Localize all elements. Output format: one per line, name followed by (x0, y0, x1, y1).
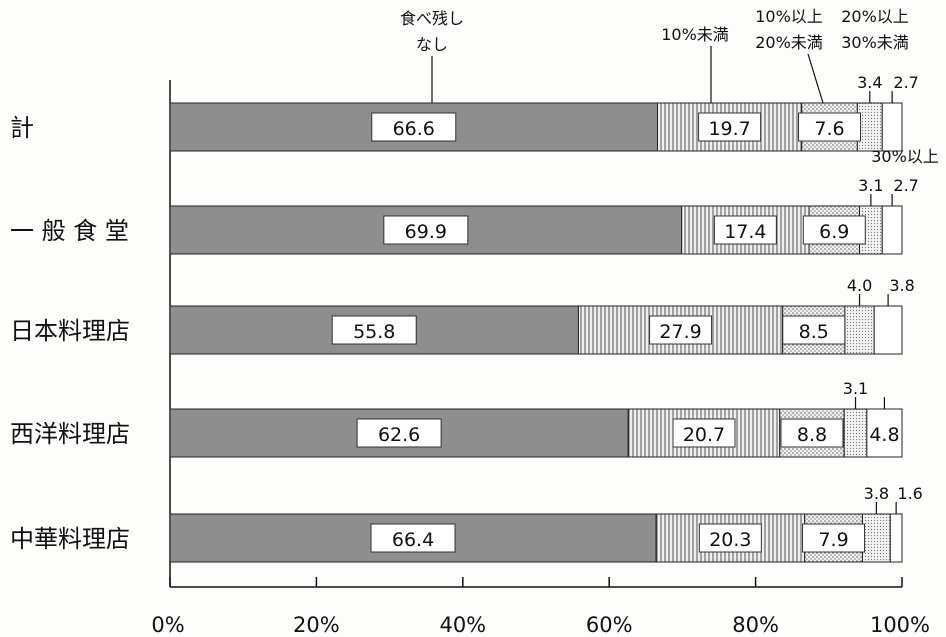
value-label: 2.7 (893, 176, 918, 195)
series-name-label: 30%以上 (871, 147, 939, 166)
value-label: 4.8 (869, 424, 899, 446)
chart-frame: 0% 20% 40% 60% 80% 100% (151, 80, 930, 637)
series-name-label: 10%以上 (755, 7, 823, 26)
value-label: 20.7 (683, 424, 725, 446)
series-name-label: なし (416, 35, 448, 54)
value-label: 66.6 (393, 118, 435, 140)
value-label-box (798, 112, 862, 142)
bar-segment (881, 102, 903, 152)
value-label-box (782, 315, 846, 345)
category-label: 日本料理店 (10, 317, 130, 345)
value-label: 8.5 (799, 321, 829, 343)
value-label: 1.6 (897, 484, 922, 503)
value-label: 19.7 (708, 118, 750, 140)
value-label: 3.4 (857, 73, 882, 92)
value-label: 17.4 (724, 221, 766, 243)
category-label: 一 般 食 堂 (10, 217, 129, 245)
value-label: 69.9 (405, 221, 447, 243)
value-label-box (383, 215, 469, 245)
bar-segment (881, 205, 903, 255)
x-tick-label: 20% (293, 613, 340, 637)
bar-segment (873, 305, 903, 355)
value-label-box (649, 315, 713, 345)
category-label: 西洋料理店 (10, 420, 130, 448)
bar-segment (844, 305, 875, 355)
value-label-box (802, 523, 866, 553)
series-name-label: 10%未満 (661, 25, 729, 44)
series-name-label: 20%以上 (841, 7, 909, 26)
value-label: 6.9 (819, 221, 849, 243)
value-label: 3.8 (864, 484, 889, 503)
value-label-box (672, 418, 736, 448)
x-tick-label: 100% (870, 613, 930, 637)
bar-segment (861, 513, 891, 563)
callout-line (807, 53, 824, 104)
value-label: 20.3 (709, 529, 751, 551)
value-label: 7.9 (818, 529, 848, 551)
value-label-box (780, 418, 844, 448)
value-label: 8.8 (797, 424, 827, 446)
bar-segment (866, 408, 903, 458)
value-label-box (371, 112, 457, 142)
x-tick-label: 40% (439, 613, 486, 637)
series-name-label: 30%未満 (841, 33, 909, 52)
value-label: 55.8 (353, 321, 395, 343)
value-label-box (698, 112, 762, 142)
x-tick-label: 0% (151, 613, 184, 637)
value-label-box (713, 215, 777, 245)
value-label: 2.7 (893, 73, 918, 92)
value-label: 3.8 (889, 276, 914, 295)
value-label-box (370, 523, 456, 553)
x-tick-label: 60% (586, 613, 633, 637)
bar-segment (856, 102, 883, 152)
value-label-box (331, 315, 417, 345)
value-label-box (802, 215, 866, 245)
category-label: 計 (10, 114, 34, 142)
value-label: 3.1 (858, 176, 883, 195)
value-label: 4.0 (847, 276, 872, 295)
bar-segment (657, 102, 803, 152)
category-label: 中華料理店 (10, 525, 130, 553)
value-label: 27.9 (659, 321, 701, 343)
series-name-label: 20%未満 (755, 33, 823, 52)
bar-segment (889, 513, 903, 563)
series-name-label: 食べ残し (400, 9, 464, 28)
value-label-box (698, 523, 762, 553)
value-label: 3.1 (843, 379, 868, 398)
value-label: 62.6 (378, 424, 420, 446)
value-label-box (356, 418, 442, 448)
value-label: 7.6 (814, 118, 844, 140)
x-tick-label: 80% (732, 613, 779, 637)
bar-segment (843, 408, 868, 458)
value-label: 66.4 (392, 529, 434, 551)
